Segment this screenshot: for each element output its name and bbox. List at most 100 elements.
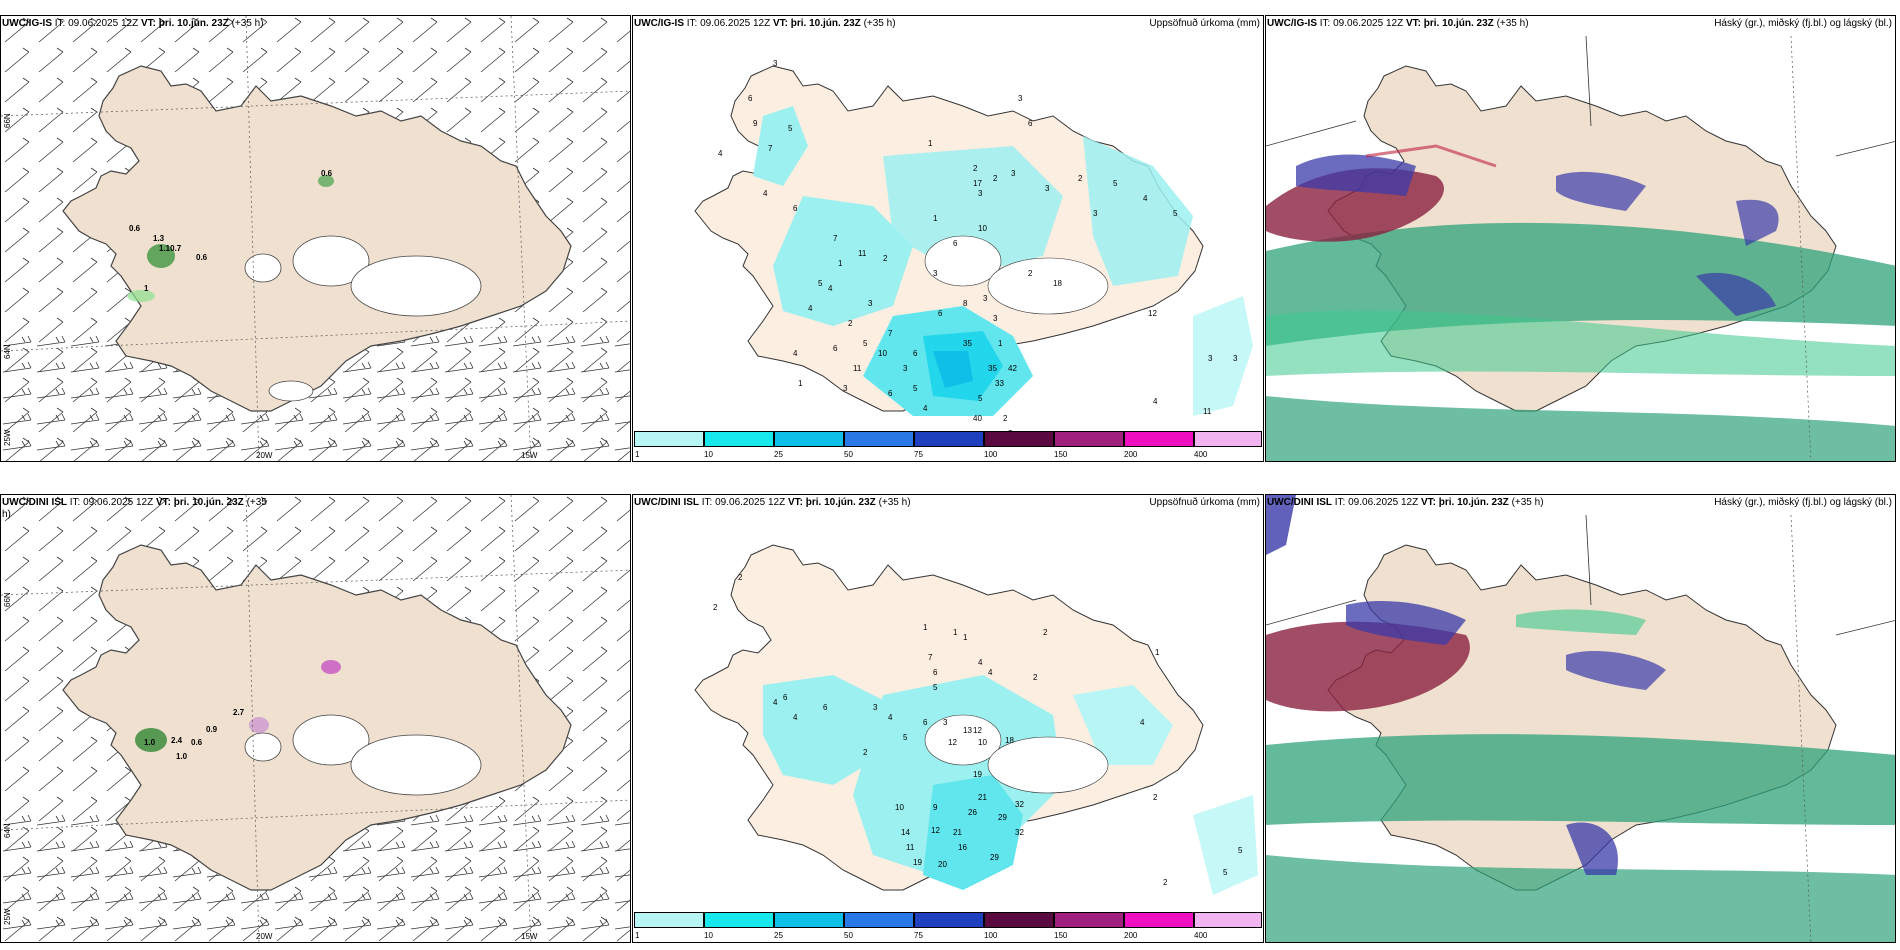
svg-text:1: 1 (953, 628, 958, 637)
wind-value-label: 0.6 (129, 224, 141, 233)
colorbar-tick: 150 (1054, 931, 1068, 940)
colorbar-tick: 400 (1194, 450, 1208, 459)
svg-text:6: 6 (953, 239, 958, 248)
svg-text:2: 2 (1153, 793, 1158, 802)
svg-text:5: 5 (788, 124, 793, 133)
colorbar-tick: 25 (774, 931, 783, 940)
svg-text:4: 4 (1143, 194, 1148, 203)
svg-text:1: 1 (1155, 648, 1160, 657)
svg-text:6: 6 (823, 703, 828, 712)
svg-text:4: 4 (1153, 397, 1158, 406)
svg-text:2: 2 (1078, 174, 1083, 183)
wind-value-label: 1.3 (153, 234, 165, 243)
svg-text:10: 10 (978, 224, 987, 233)
panel-field-title: Háský (gr.), miðský (fj.bl.) og lágský (… (1714, 18, 1892, 29)
colorbar-tick: 1 (635, 931, 640, 940)
svg-text:18: 18 (1005, 736, 1014, 745)
svg-text:1: 1 (798, 379, 803, 388)
panel-wind-dini: UWC/DINI ISL IT: 09.06.2025 12Z VT: þri.… (0, 494, 631, 943)
svg-text:9: 9 (753, 119, 758, 128)
svg-text:3: 3 (1208, 354, 1213, 363)
panel-header: UWC/IG-IS IT: 09.06.2025 12Z VT: þri. 10… (1267, 18, 1529, 29)
svg-text:3: 3 (773, 59, 778, 68)
svg-text:1: 1 (838, 259, 843, 268)
lon-label: 20W (256, 932, 273, 941)
svg-text:4: 4 (988, 668, 993, 677)
cloud-map (1266, 16, 1895, 461)
svg-text:16: 16 (958, 843, 967, 852)
precip-map: 3 6 4 9 7 5 6 7 4 5 1 3 2 3 17 2 3 3 2 6… (694, 59, 1253, 431)
svg-text:5: 5 (978, 394, 983, 403)
svg-text:6: 6 (888, 389, 893, 398)
lat-label: 25W (3, 429, 12, 446)
svg-text:2: 2 (973, 164, 978, 173)
wind-value-label: 0.6 (321, 169, 333, 178)
svg-text:21: 21 (953, 828, 962, 837)
svg-text:1: 1 (928, 139, 933, 148)
svg-text:32: 32 (1015, 828, 1024, 837)
svg-text:6: 6 (933, 668, 938, 677)
svg-text:4: 4 (1140, 718, 1145, 727)
colorbar-tick: 75 (914, 931, 923, 940)
svg-text:3: 3 (903, 364, 908, 373)
svg-text:10: 10 (895, 803, 904, 812)
svg-text:4: 4 (888, 713, 893, 722)
panel-header: UWC/DINI ISL IT: 09.06.2025 12Z VT: þri.… (634, 497, 911, 508)
svg-text:2: 2 (1003, 414, 1008, 423)
lon-label: 20W (256, 451, 273, 460)
svg-text:4: 4 (978, 658, 983, 667)
svg-text:8: 8 (963, 299, 968, 308)
svg-text:11: 11 (1203, 407, 1212, 416)
wind-value-label: 0.6 (191, 738, 203, 747)
svg-text:6: 6 (923, 718, 928, 727)
panel-header: UWC/DINI ISL IT: 09.06.2025 12Z VT: þri.… (2, 497, 267, 520)
svg-text:33: 33 (995, 379, 1004, 388)
svg-text:11: 11 (858, 249, 867, 258)
colorbar-tick: 1 (635, 450, 640, 459)
wind-value-label: 0.6 (196, 253, 208, 262)
svg-text:3: 3 (943, 718, 948, 727)
svg-text:5: 5 (933, 683, 938, 692)
precip-map: 2 2 1 1 7 6 1 4 4 5 4 4 2 2 6 6 3 4 6 5 … (694, 544, 1258, 895)
svg-text:4: 4 (808, 304, 813, 313)
svg-text:6: 6 (783, 693, 788, 702)
svg-text:4: 4 (763, 189, 768, 198)
svg-text:7: 7 (928, 653, 933, 662)
svg-text:4: 4 (793, 713, 798, 722)
svg-text:4: 4 (923, 404, 928, 413)
svg-text:11: 11 (853, 364, 862, 373)
svg-text:3: 3 (993, 314, 998, 323)
svg-text:19: 19 (973, 770, 982, 779)
svg-text:26: 26 (968, 808, 977, 817)
precip-colorbar: 1 10 25 50 75 100 150 200 400 (634, 912, 1262, 940)
colorbar-tick: 200 (1124, 450, 1138, 459)
lon-label: 15W (521, 451, 538, 460)
svg-text:20: 20 (938, 860, 947, 869)
svg-text:9: 9 (933, 803, 938, 812)
svg-text:5: 5 (1113, 179, 1118, 188)
svg-text:6: 6 (833, 344, 838, 353)
colorbar-tick: 25 (774, 450, 783, 459)
svg-text:4: 4 (718, 149, 723, 158)
svg-text:12: 12 (948, 738, 957, 747)
svg-text:2: 2 (1008, 429, 1013, 431)
panel-precip-igis: UWC/IG-IS IT: 09.06.2025 12Z VT: þri. 10… (632, 15, 1264, 462)
wind-value-label: 0.9 (206, 725, 218, 734)
svg-text:6: 6 (938, 309, 943, 318)
svg-text:3: 3 (1011, 169, 1016, 178)
svg-text:2: 2 (1033, 673, 1038, 682)
svg-text:12: 12 (973, 726, 982, 735)
lat-label: 64N (3, 344, 12, 359)
svg-text:5: 5 (1238, 846, 1243, 855)
svg-text:3: 3 (1093, 209, 1098, 218)
svg-text:3: 3 (1018, 94, 1023, 103)
panel-clouds-dini: UWC/DINI ISL IT: 09.06.2025 12Z VT: þri.… (1265, 494, 1896, 943)
lat-label: 25W (3, 908, 12, 925)
svg-text:35: 35 (988, 364, 997, 373)
wind-value-label: 1.10.7 (159, 244, 182, 253)
panel-field-title: Uppsöfnuð úrkoma (mm) (1149, 18, 1260, 29)
svg-text:2: 2 (863, 748, 868, 757)
panel-header: UWC/IG-IS IT: 09.06.2025 12Z VT: þri. 10… (634, 18, 896, 29)
svg-text:3: 3 (978, 189, 983, 198)
svg-text:19: 19 (913, 858, 922, 867)
